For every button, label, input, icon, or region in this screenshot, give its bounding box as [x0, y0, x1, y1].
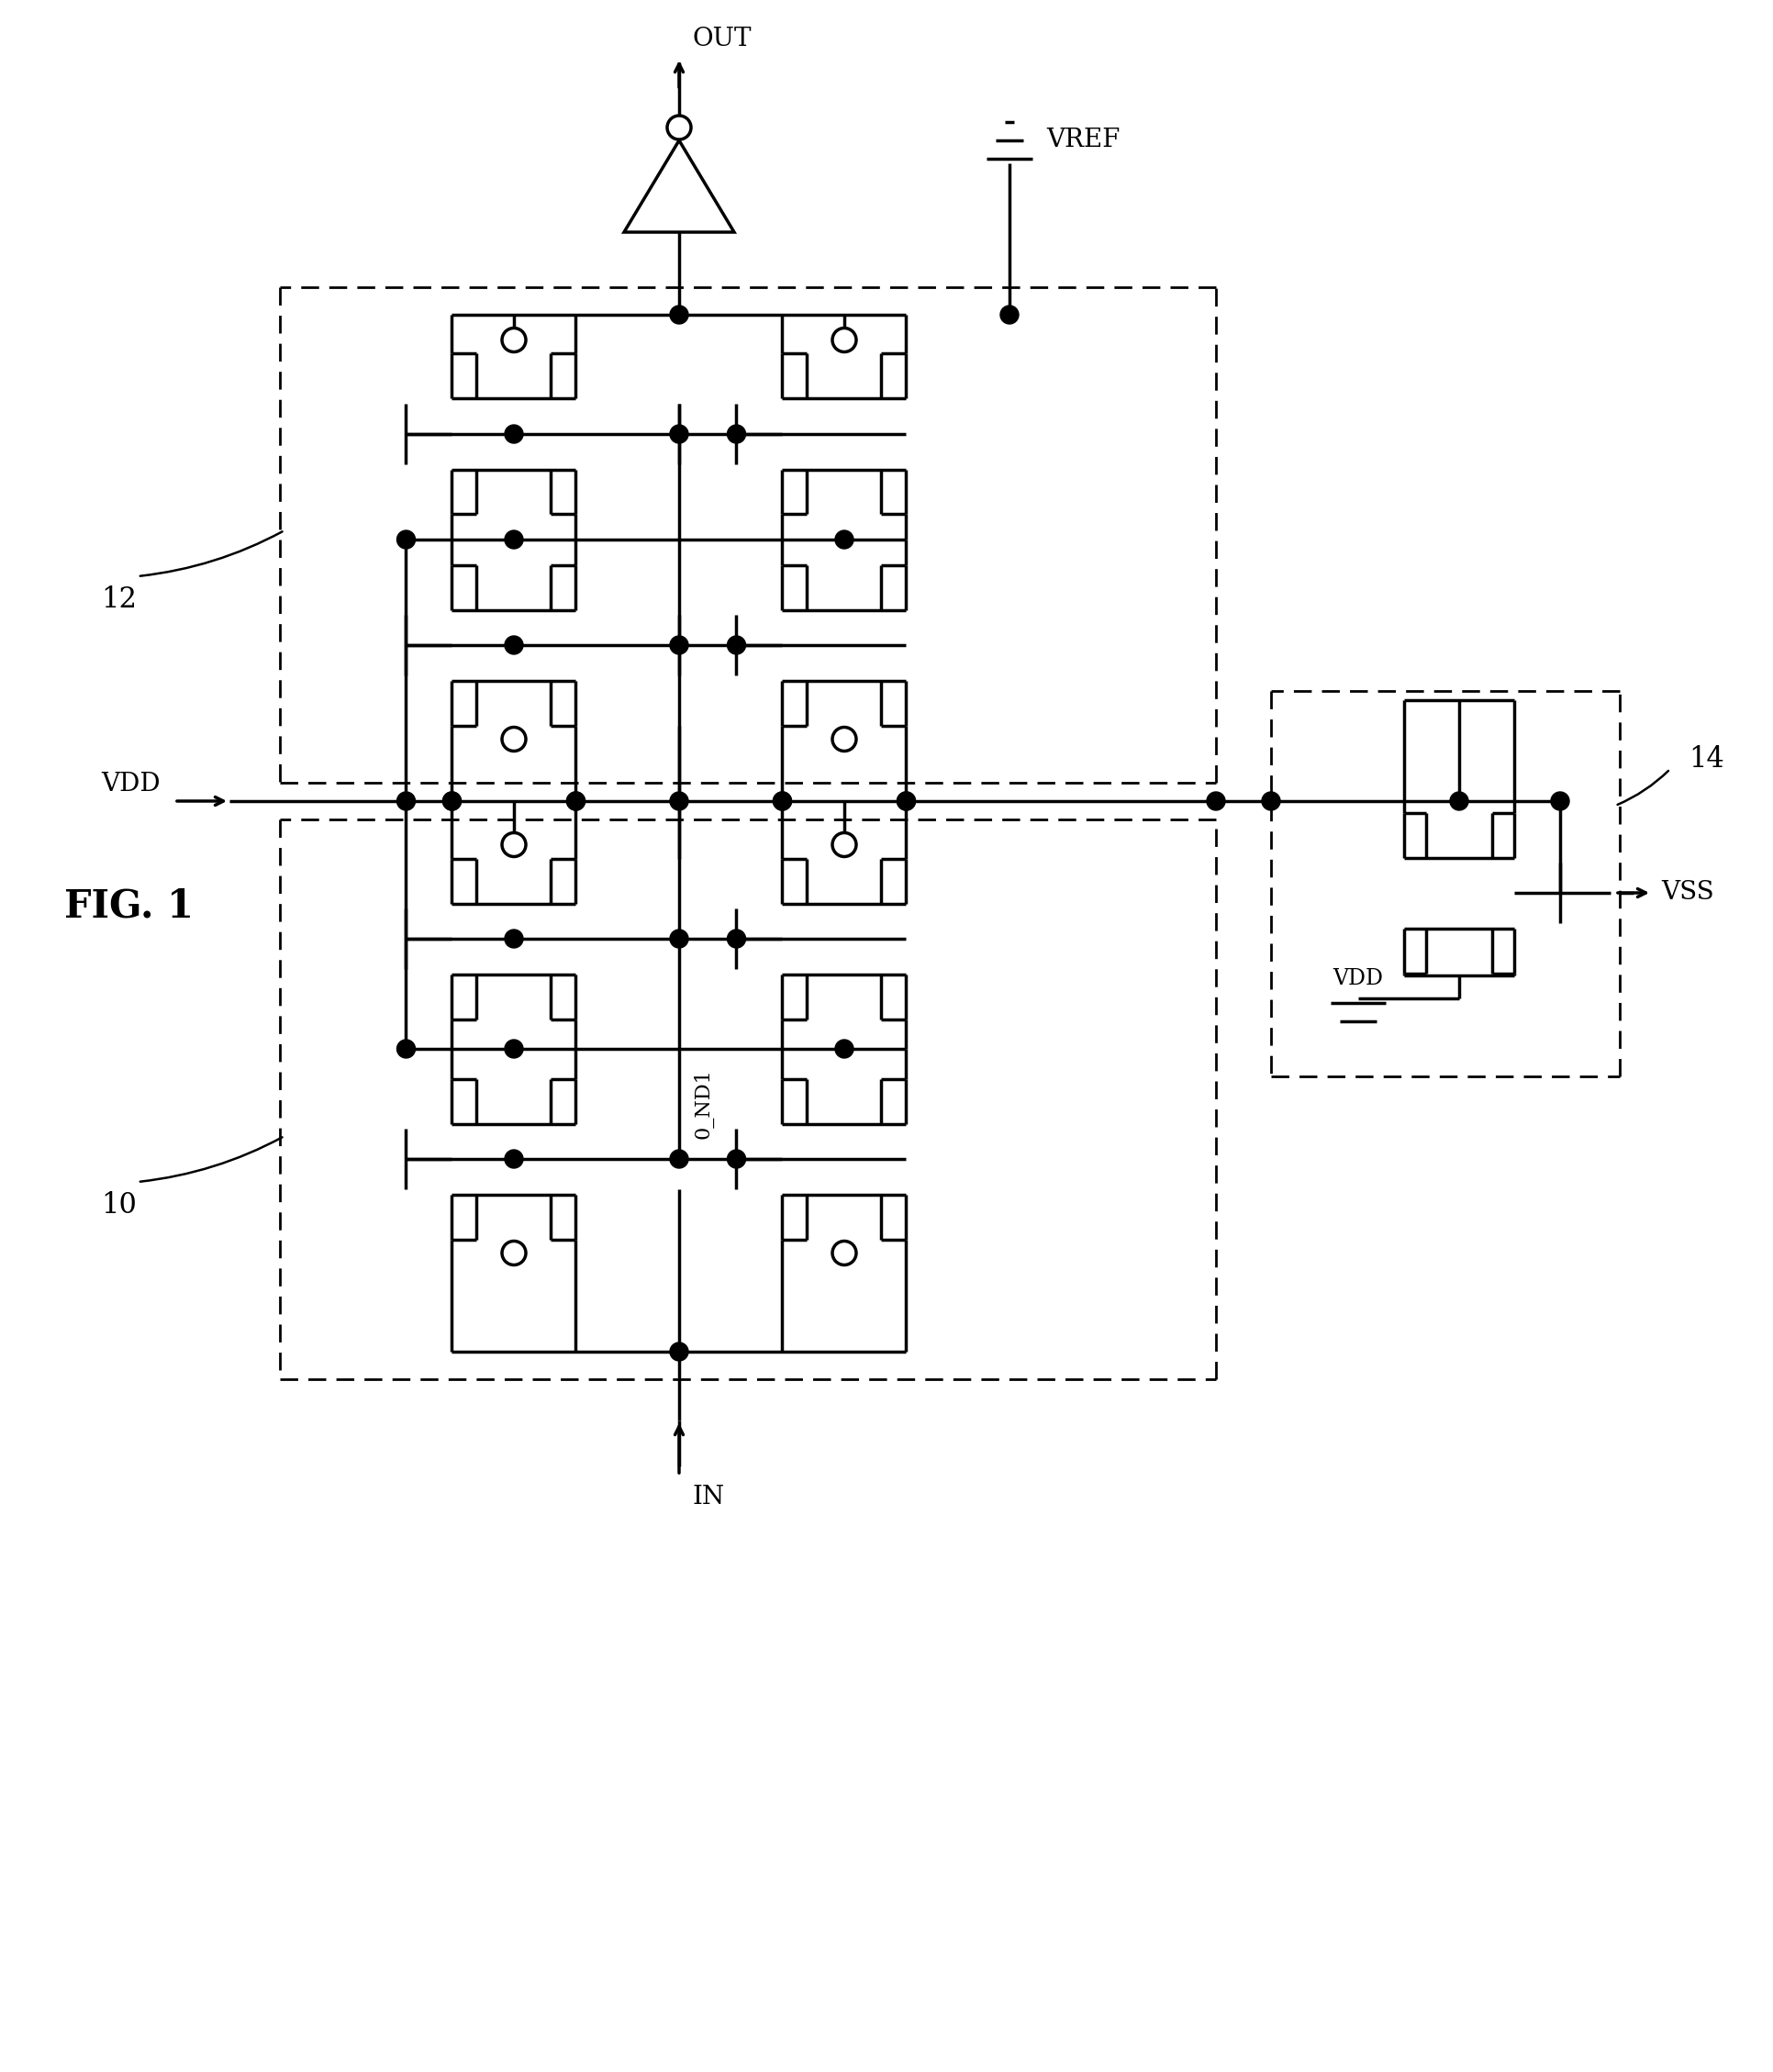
- Circle shape: [897, 792, 915, 810]
- Circle shape: [502, 327, 527, 352]
- Circle shape: [670, 1150, 688, 1169]
- Circle shape: [397, 792, 415, 810]
- Circle shape: [505, 425, 523, 443]
- Text: 12: 12: [101, 586, 137, 613]
- Circle shape: [835, 530, 853, 549]
- Circle shape: [670, 636, 688, 655]
- Circle shape: [897, 792, 915, 810]
- Circle shape: [773, 792, 791, 810]
- Circle shape: [727, 425, 746, 443]
- Text: VREF: VREF: [1046, 128, 1121, 153]
- Circle shape: [505, 930, 523, 947]
- Circle shape: [667, 116, 691, 139]
- Text: 14: 14: [1688, 746, 1723, 775]
- Circle shape: [670, 930, 688, 947]
- Circle shape: [443, 792, 461, 810]
- Circle shape: [670, 792, 688, 810]
- Text: 0_ND1: 0_ND1: [693, 1069, 713, 1140]
- Circle shape: [832, 833, 856, 856]
- Circle shape: [502, 833, 527, 856]
- Circle shape: [505, 636, 523, 655]
- Text: IN: IN: [693, 1486, 725, 1510]
- Circle shape: [1000, 305, 1019, 323]
- Circle shape: [567, 792, 585, 810]
- Circle shape: [835, 1040, 853, 1059]
- Circle shape: [832, 1241, 856, 1264]
- Circle shape: [670, 425, 688, 443]
- Circle shape: [505, 1150, 523, 1169]
- Circle shape: [773, 792, 791, 810]
- Circle shape: [727, 1150, 746, 1169]
- Circle shape: [397, 1040, 415, 1059]
- Text: FIG. 1: FIG. 1: [64, 887, 193, 924]
- Circle shape: [670, 305, 688, 323]
- Circle shape: [502, 727, 527, 750]
- Circle shape: [502, 1241, 527, 1264]
- Circle shape: [567, 792, 585, 810]
- Circle shape: [397, 530, 415, 549]
- Text: VDD: VDD: [1333, 968, 1383, 988]
- Text: 10: 10: [101, 1191, 137, 1220]
- Text: VSS: VSS: [1661, 881, 1714, 905]
- Circle shape: [443, 792, 461, 810]
- Circle shape: [505, 530, 523, 549]
- Text: VDD: VDD: [101, 771, 161, 796]
- Circle shape: [1207, 792, 1225, 810]
- Circle shape: [1450, 792, 1468, 810]
- Circle shape: [832, 327, 856, 352]
- Circle shape: [727, 930, 746, 947]
- Circle shape: [832, 727, 856, 750]
- Circle shape: [1551, 792, 1569, 810]
- Text: OUT: OUT: [693, 27, 752, 52]
- Circle shape: [505, 1040, 523, 1059]
- Circle shape: [1262, 792, 1280, 810]
- Circle shape: [727, 636, 746, 655]
- Circle shape: [670, 1343, 688, 1361]
